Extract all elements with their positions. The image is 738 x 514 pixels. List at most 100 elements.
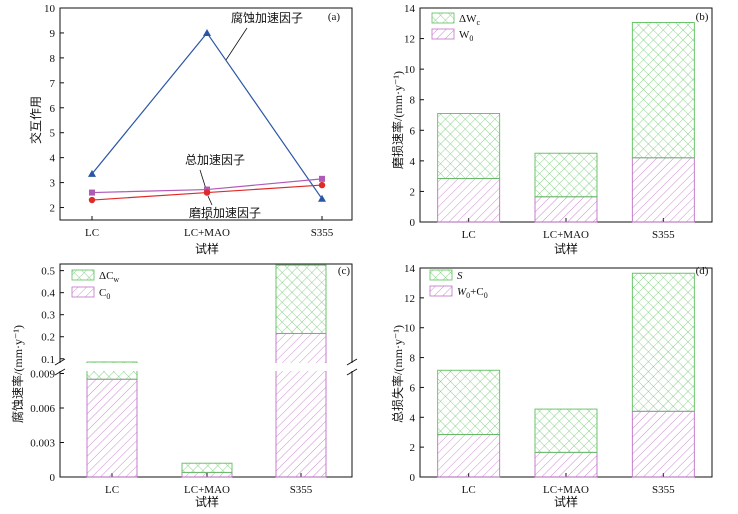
panel-b-letter: (b) bbox=[696, 11, 709, 23]
panel-b-ytick-label-1: 2 bbox=[410, 186, 416, 198]
panel-d-ytick-label-5: 10 bbox=[404, 323, 416, 335]
panel-a-point-2-0 bbox=[88, 196, 96, 204]
panel-d-ytick-label-2: 4 bbox=[410, 412, 416, 424]
panel-c-break-mark-a-0 bbox=[54, 358, 66, 366]
panel-b: (b) 磨损速率/(mm·y⁻¹) 试样 ΔWc W0 bbox=[390, 11, 709, 256]
legend-sub: 0 bbox=[106, 292, 110, 301]
panel-a-xtick-label-1: LC+MAO bbox=[184, 227, 230, 239]
panel-b-ytick-label-6: 12 bbox=[404, 34, 415, 46]
panel-d-ytick-label-3: 6 bbox=[410, 382, 416, 394]
panel-a-ytick-label-2: 4 bbox=[50, 153, 56, 165]
panel-a-series-line-0 bbox=[91, 31, 323, 200]
panel-d-xtick-label-2: S355 bbox=[652, 484, 675, 496]
panel-d-bar-0-0 bbox=[437, 434, 501, 478]
panel-b-xlabel: 试样 bbox=[554, 241, 578, 256]
panel-a-leader-corrosion bbox=[225, 27, 248, 61]
legend-main: C bbox=[99, 287, 106, 299]
panel-d-legend-label-bottom: W0+C0 bbox=[457, 286, 488, 300]
panel-a-frame bbox=[59, 7, 353, 221]
panel-b-ytick-label-2: 4 bbox=[410, 156, 416, 168]
panel-b-bar-0-1 bbox=[534, 196, 598, 223]
panel-a-point-2-1 bbox=[203, 189, 211, 196]
panel-a-ytick-label-6: 8 bbox=[50, 53, 56, 65]
panel-a-xtick-label-0: LC bbox=[85, 227, 99, 239]
panel-c-xtick-label-1: LC+MAO bbox=[184, 484, 230, 496]
panel-d-bar-1-1 bbox=[534, 408, 598, 453]
panel-a-letter: (a) bbox=[328, 11, 341, 23]
panel-c-ytick-low-label-0: 0 bbox=[50, 472, 56, 484]
panel-c-ytick-up-label-1: 0.2 bbox=[41, 332, 55, 344]
panel-d-ytick-label-7: 14 bbox=[404, 263, 416, 275]
panel-c-ytick-low-label-3: 0.009 bbox=[30, 369, 55, 381]
panel-a-ytick-label-1: 3 bbox=[50, 178, 56, 190]
legend-tail: +C bbox=[470, 286, 484, 298]
panel-c-ytick-up-label-4: 0.5 bbox=[41, 266, 55, 278]
panel-c-bar-0-2 bbox=[275, 332, 327, 478]
panel-a-ytick-label-8: 10 bbox=[44, 3, 56, 15]
panel-c-bar-1-1 bbox=[181, 462, 233, 473]
panel-b-ytick-label-3: 6 bbox=[410, 125, 416, 137]
panel-c-ytick-up-label-3: 0.4 bbox=[41, 288, 55, 300]
legend-sub: c bbox=[476, 18, 480, 27]
panel-c-break-gap bbox=[54, 363, 358, 371]
panel-c-break-mark-b-0 bbox=[54, 368, 66, 376]
panel-b-xtick-label-0: LC bbox=[462, 229, 476, 241]
panel-c-ylabel: 腐蚀速率/(mm·y⁻¹) bbox=[10, 325, 25, 423]
panel-b-xtick-label-1: LC+MAO bbox=[543, 229, 589, 241]
panel-c-legend-label-bottom: C0 bbox=[99, 287, 110, 301]
panel-a-label-total: 总加速因子 bbox=[185, 153, 245, 167]
legend-main: S bbox=[457, 270, 463, 282]
panel-b-legend-swatch-top bbox=[431, 12, 455, 24]
panel-a-leader-wear bbox=[207, 195, 213, 206]
panel-c-ytick-up-label-2: 0.3 bbox=[41, 310, 55, 322]
legend-sub: 0 bbox=[469, 34, 473, 43]
panel-d-ytick-label-6: 12 bbox=[404, 293, 415, 305]
panel-d-legend-swatch-bottom bbox=[429, 285, 453, 297]
panel-a-ytick-label-0: 2 bbox=[50, 203, 56, 215]
panel-d-legend-swatch-top bbox=[429, 269, 453, 281]
panel-d-xtick-label-0: LC bbox=[462, 484, 476, 496]
panel-d-bar-1-0 bbox=[437, 369, 501, 435]
legend-sub: 0 bbox=[466, 291, 470, 300]
panel-a-point-1-2 bbox=[319, 175, 325, 182]
panel-a-label-wear: 磨损加速因子 bbox=[189, 206, 261, 220]
panel-b-xtick-label-2: S355 bbox=[652, 229, 675, 241]
panel-d-xlabel: 试样 bbox=[554, 494, 578, 509]
panel-d-letter: (d) bbox=[696, 265, 709, 277]
panel-c-xtick-label-2: S355 bbox=[290, 484, 313, 496]
legend-sub: w bbox=[113, 275, 119, 284]
panel-d-bar-0-1 bbox=[534, 451, 598, 478]
panel-d-ytick-label-4: 8 bbox=[410, 353, 416, 365]
panel-c-xlabel: 试样 bbox=[195, 494, 219, 509]
panel-a-ytick-label-4: 6 bbox=[50, 103, 56, 115]
panel-c-ytick-up-label-0: 0.1 bbox=[41, 354, 55, 366]
panel-a-point-2-2 bbox=[318, 181, 326, 189]
panel-d-ytick-label-1: 2 bbox=[410, 442, 416, 454]
panel-a-label-corrosion: 腐蚀加速因子 bbox=[231, 10, 303, 25]
panel-c-bar-0-0 bbox=[86, 378, 138, 478]
panel-a-ytick-label-7: 9 bbox=[50, 28, 56, 40]
panel-c-bar-0-1 bbox=[181, 471, 233, 478]
panel-a-xtick-label-2: S355 bbox=[311, 227, 334, 239]
panel-d-ytick-label-0: 0 bbox=[410, 472, 416, 484]
panel-c-legend-label-top: ΔCw bbox=[99, 270, 119, 284]
panel-b-ytick-label-7: 14 bbox=[404, 3, 416, 15]
panel-c: (c) 腐蚀速率/(mm·y⁻¹) 试样 ΔCw C0 bbox=[10, 265, 350, 509]
panel-a-point-1-0 bbox=[89, 189, 95, 196]
panel-a-ytick-label-5: 7 bbox=[50, 78, 56, 90]
panel-a-ylabel: 交互作用 bbox=[28, 96, 43, 144]
panel-b-bar-1-2 bbox=[631, 22, 695, 159]
panel-b-ytick-label-4: 8 bbox=[410, 95, 416, 107]
panel-c-ytick-low-label-2: 0.006 bbox=[30, 403, 55, 415]
panel-c-letter: (c) bbox=[338, 265, 351, 277]
panel-b-bar-0-0 bbox=[437, 177, 501, 223]
panel-c-xtick-label-0: LC bbox=[105, 484, 119, 496]
panel-c-ytick-low-label-1: 0.003 bbox=[30, 438, 55, 450]
panel-c-bar-1-2 bbox=[275, 264, 327, 334]
panel-d-bar-0-2 bbox=[631, 410, 695, 478]
legend-main: ΔW bbox=[459, 13, 477, 25]
panel-a-point-0-0 bbox=[88, 169, 96, 177]
panel-b-legend-label-bottom: W0 bbox=[459, 29, 473, 43]
panel-c-break-mark-a-1 bbox=[346, 358, 358, 366]
panel-d-legend-label-top: S bbox=[457, 270, 463, 282]
